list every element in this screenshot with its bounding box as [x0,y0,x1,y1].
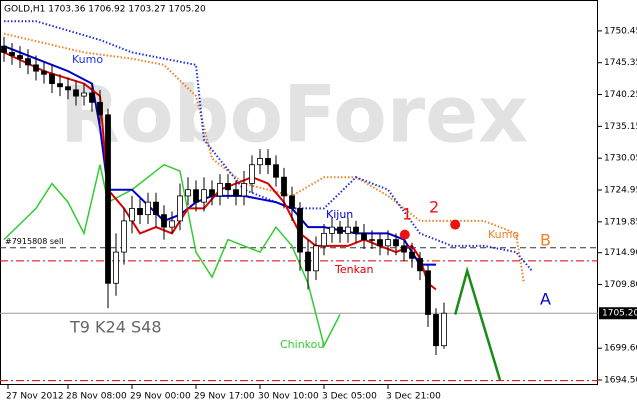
candle-body [433,314,439,347]
candle-body [409,251,415,259]
candle-body [393,239,399,247]
candle-body [257,158,263,166]
candle-body [1,45,7,53]
x-tick-label: 28 Nov 08:00 [66,392,127,402]
candle-body [241,183,247,197]
x-tick-label: 29 Nov 00:00 [130,392,191,402]
candle-body [329,226,335,234]
candle-body [73,89,79,97]
candle-body [57,83,63,88]
candle-body [9,52,15,56]
annotation: T9 K24 S48 [69,318,162,337]
candle-body [425,270,431,315]
candle-body [33,64,39,72]
plot-frame [0,0,598,385]
signal-label: 1 [402,205,412,224]
candle-body [177,195,183,222]
annotation: Kijun [326,208,353,221]
indicator-line [4,20,533,272]
y-tick-label: 1724.95 [604,186,637,196]
price-label: 1705.20 [602,309,637,319]
chart-title: GOLD,H1 1703.36 1706.92 1703.27 1705.20 [4,5,206,15]
signal-dot [450,219,461,230]
candle-body [65,86,71,91]
candle-body [249,164,255,184]
candle-body [361,232,367,241]
x-tick-label: 3 Dec 21:00 [386,392,441,402]
candle-body [153,201,159,216]
candle-body [161,214,167,228]
candle-body [305,251,311,272]
candle-body [121,220,127,253]
candle-body [337,226,343,234]
candle-body [185,189,191,197]
y-tick-label: 1719.85 [604,217,637,227]
signal-label: 2 [429,198,439,217]
y-tick-label: 1745.35 [604,58,637,68]
order-label: #7915808 sell [5,237,63,246]
candle-body [97,101,103,116]
candle-body [145,201,151,216]
y-tick-label: 1694.50 [604,376,637,386]
x-tick-label: 30 Nov 10:00 [258,392,319,402]
candle-body [369,239,375,241]
indicator-line [3,32,525,284]
candle-body [265,158,271,166]
candle-body [137,208,143,216]
candle-body [81,92,87,97]
candle-body [169,220,175,228]
y-tick-label: 1699.60 [604,344,637,354]
annotation: Kumo [488,228,519,241]
candle-body [17,55,23,60]
annotation: Kumo [72,53,103,66]
indicator-line [3,163,341,348]
candle-body [313,245,319,272]
candle-body [377,239,383,247]
candle-body [353,226,359,234]
candle-body [281,176,287,197]
candle-body [297,208,303,253]
price-box [599,307,637,320]
candle-body [209,189,215,197]
annotation: A [540,290,551,309]
candle-body [25,58,31,66]
y-tick-label: 1730.05 [604,154,637,164]
candle-body [345,226,351,234]
candle-body [113,251,119,284]
candle-body [385,239,391,247]
candle-body [201,189,207,203]
x-tick-label: 29 Nov 17:00 [194,392,255,402]
signal-dot [399,229,410,240]
candle-body [217,183,223,197]
candle-body [321,232,327,247]
candle-body [401,245,407,253]
candle-body [233,189,239,197]
y-tick-label: 1709.80 [604,280,637,290]
candle-body [289,195,295,209]
candle-body [273,164,279,178]
annotation: B [540,231,551,250]
candle-body [193,189,199,203]
candle-body [49,73,55,85]
candle-body [41,70,47,75]
candle-body [105,114,111,284]
y-tick-label: 1735.15 [604,122,637,132]
candle-body [441,312,447,347]
candle-body [225,183,231,191]
y-tick-label: 1740.25 [604,90,637,100]
y-tick-label: 1714.90 [604,248,637,258]
x-tick-label: 27 Nov 2012 [6,392,64,402]
annotation: Tenkan [334,263,374,276]
annotation: Chinkou [280,338,324,351]
indicator-line [453,266,502,381]
watermark: RoboForex [60,70,528,160]
y-tick-label: 1750.45 [604,26,637,36]
candle-body [89,92,95,103]
candle-body [129,208,135,222]
candle-body [417,257,423,272]
x-tick-label: 3 Dec 05:00 [322,392,377,402]
